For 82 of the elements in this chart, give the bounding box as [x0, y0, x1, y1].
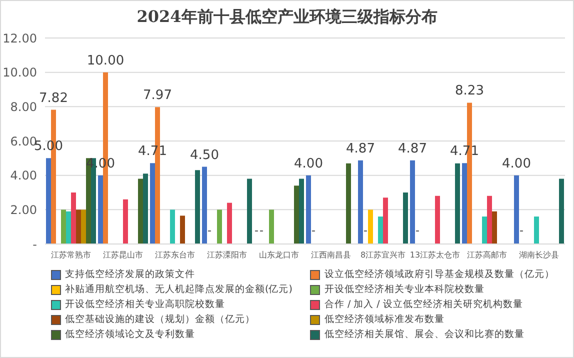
legend-label: 合作 / 加入 / 设立低空经济相关研究机构数量	[324, 298, 523, 311]
data-label: 8.23	[455, 84, 484, 99]
bar	[368, 210, 373, 244]
text: -	[364, 224, 368, 237]
bar	[195, 170, 200, 244]
bar	[123, 199, 128, 244]
x-tick-label: 江苏常熟市	[51, 250, 91, 260]
y-tick-label: 8.00	[10, 100, 37, 114]
bar	[492, 211, 497, 244]
x-tick-label: 13江苏太仓市	[410, 250, 460, 260]
bar	[435, 196, 440, 244]
bar	[462, 163, 467, 244]
data-label: 4.87	[398, 141, 427, 156]
bar	[247, 178, 252, 244]
legend-label: 支持低空经济发展的政策文件	[65, 268, 195, 281]
bar	[306, 175, 311, 244]
legend-label: 低空经济领域论文及专利数量	[65, 328, 195, 341]
bar	[143, 174, 148, 244]
legend-label: 低空经济领域标准发布数量	[324, 313, 444, 326]
bar	[150, 163, 155, 244]
x-tick-label: 江苏昆山市	[103, 250, 143, 260]
legend-label: 设立低空经济领域政府引导基金规模及数量（亿元）	[324, 268, 554, 281]
bar	[202, 166, 207, 244]
bar	[403, 192, 408, 244]
legend-label: 低空经济相关展馆、展会、会议和比赛的数量	[324, 328, 524, 341]
y-tick-label: 12.00	[2, 31, 37, 46]
bar	[217, 210, 222, 244]
text: -	[208, 224, 212, 237]
legend-label: 补贴通用航空机场、无人机起降点发展的金额(亿元)	[65, 283, 292, 296]
bar	[66, 211, 71, 244]
bar	[294, 186, 299, 244]
x-tick-label: 江苏高邮市	[467, 250, 507, 260]
y-tick-label: 2.00	[10, 202, 37, 217]
bar	[559, 178, 564, 244]
bar	[534, 216, 539, 244]
x-tick-label: 8江苏宜兴市	[360, 250, 406, 260]
x-tick-label: 湖南长沙县	[519, 250, 559, 260]
x-tick-label: 江苏东台市	[155, 250, 195, 260]
bar	[180, 216, 185, 244]
legend-label: 开设低空经济相关专业本科院校数量	[324, 283, 484, 296]
bar	[170, 210, 175, 244]
bar	[358, 160, 363, 244]
data-label: 7.97	[143, 88, 172, 104]
bar	[98, 175, 103, 244]
bar	[76, 210, 81, 244]
data-label: 7.82	[39, 90, 68, 106]
text: -	[254, 224, 258, 237]
bar	[410, 160, 415, 244]
legend-label: 开设低空经济相关专业高职院校数量	[65, 298, 225, 311]
text: -	[312, 224, 316, 237]
bar	[71, 192, 76, 244]
data-label: 4.87	[346, 141, 375, 156]
y-tick-label: 6.00	[10, 134, 37, 148]
y-tick-label: 10.00	[2, 66, 37, 80]
bar	[378, 216, 383, 244]
bar	[487, 196, 492, 244]
data-label: 4.00	[294, 156, 323, 172]
bar	[138, 178, 143, 244]
chart-title: 2024年前十县低空产业环境三级指标分布	[136, 6, 438, 28]
bar	[227, 202, 232, 244]
bar	[482, 216, 487, 244]
y-tick-label: -	[32, 237, 37, 252]
legend-label: 低空基础设施的建设（规划）金额（亿元）	[65, 313, 255, 326]
bar	[346, 163, 351, 244]
x-tick-label: 江西南昌县	[311, 250, 351, 260]
bar	[455, 163, 460, 244]
bar	[383, 198, 388, 244]
bar	[269, 210, 274, 244]
text: -	[416, 224, 420, 237]
data-label: 4.50	[190, 148, 219, 163]
y-tick-label: 4.00	[10, 168, 37, 183]
bar	[81, 210, 86, 244]
data-label: 4.00	[502, 156, 531, 172]
x-tick-label: 江苏溧阳市	[207, 250, 247, 260]
text: -	[520, 224, 524, 237]
text: -	[260, 224, 264, 237]
data-label: 10.00	[86, 53, 124, 68]
x-tick-label: 山东龙口市	[259, 250, 299, 260]
bar	[46, 158, 51, 244]
bar	[61, 210, 66, 244]
bar	[514, 175, 519, 244]
bar	[299, 178, 304, 244]
